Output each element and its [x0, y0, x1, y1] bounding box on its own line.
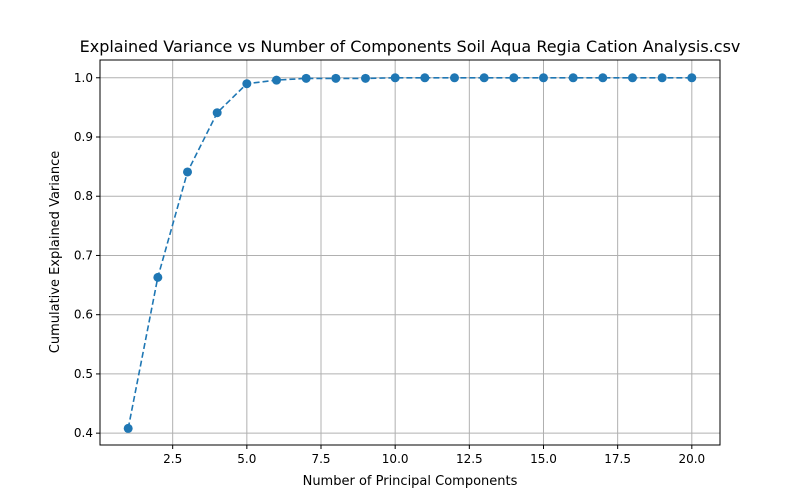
- data-point: [153, 272, 163, 282]
- data-point: [449, 73, 459, 83]
- x-tick-label: 10.0: [382, 452, 409, 466]
- data-point: [509, 73, 519, 83]
- y-tick-label: 0.9: [74, 130, 93, 144]
- y-tick-label: 0.4: [74, 426, 93, 440]
- x-tick-label: 17.5: [604, 452, 631, 466]
- data-point: [390, 73, 400, 83]
- plot-area-frame: [99, 59, 721, 446]
- grid-lines: [100, 60, 720, 445]
- y-tick-label: 1.0: [74, 71, 93, 85]
- y-tick-label: 0.5: [74, 367, 93, 381]
- data-point: [242, 79, 252, 89]
- y-axis-ticks: 0.4 0.5 0.6 0.7 0.8 0.9 1.0: [74, 71, 100, 440]
- y-tick-label: 0.7: [74, 248, 93, 262]
- data-point: [212, 108, 222, 118]
- x-tick-label: 15.0: [530, 452, 557, 466]
- data-point: [183, 167, 193, 177]
- data-point: [687, 73, 697, 83]
- x-axis-ticks: 2.5 5.0 7.5 10.0 12.5 15.0 17.5 20.0: [163, 445, 705, 466]
- x-tick-label: 20.0: [678, 452, 705, 466]
- data-point: [598, 73, 608, 83]
- y-tick-label: 0.6: [74, 308, 93, 322]
- x-tick-label: 5.0: [237, 452, 256, 466]
- y-tick-label: 0.8: [74, 189, 93, 203]
- data-point: [272, 75, 282, 85]
- x-axis-label: Number of Principal Components: [303, 474, 518, 489]
- data-point: [627, 73, 637, 83]
- data-point: [123, 423, 133, 433]
- data-point: [301, 73, 311, 83]
- x-tick-label: 7.5: [311, 452, 330, 466]
- x-tick-label: 12.5: [456, 452, 483, 466]
- series-line-layer: [127, 77, 692, 429]
- data-point: [331, 73, 341, 83]
- data-point: [568, 73, 578, 83]
- x-tick-label: 2.5: [163, 452, 182, 466]
- data-point: [657, 73, 667, 83]
- y-axis-label: Cumulative Explained Variance: [48, 151, 63, 353]
- chart-title: Explained Variance vs Number of Componen…: [80, 37, 741, 56]
- data-point: [361, 73, 371, 83]
- data-point: [420, 73, 430, 83]
- data-points: [123, 73, 697, 433]
- series-line: [127, 77, 692, 429]
- data-point: [538, 73, 548, 83]
- data-point: [479, 73, 489, 83]
